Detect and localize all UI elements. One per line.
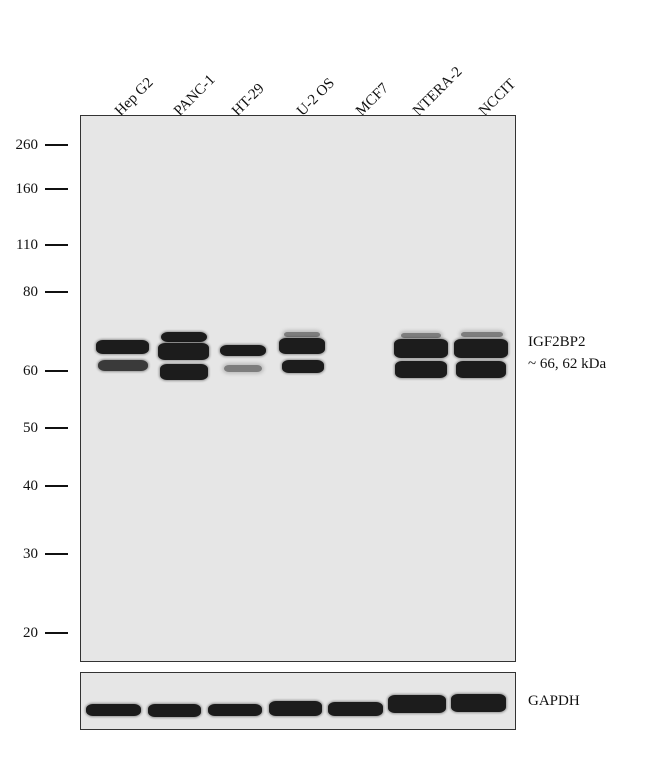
marker-40: 40 [0,478,70,494]
lane-label-u2os: U-2 OS [294,75,339,120]
marker-tick [45,188,68,190]
band-nccit-upper [454,339,508,358]
marker-tick [45,485,68,487]
marker-label: 40 [23,478,38,494]
marker-tick [45,553,68,555]
marker-label: 20 [23,625,38,641]
marker-20: 20 [0,625,70,641]
band-ht29-upper [220,345,266,356]
band-gapdh-mcf7 [328,702,383,716]
marker-80: 80 [0,284,70,300]
band-gapdh-nccit [451,694,506,712]
band-u2os-upper [279,338,325,354]
marker-label: 160 [15,181,39,197]
target-name-label: IGF2BP2 [528,334,586,350]
band-panc1-lower [160,364,208,380]
marker-260: 260 [0,137,70,153]
band-panc1-top [161,332,207,342]
band-gapdh-hepg2 [86,704,141,716]
lane-label-nccit: NCCIT [476,76,520,120]
marker-60: 60 [0,363,70,379]
band-gapdh-u2os [269,701,322,716]
band-hepg2-lower [98,360,148,371]
marker-tick [45,144,68,146]
marker-110: 110 [0,237,70,253]
marker-label: 80 [23,284,38,300]
band-gapdh-ht29 [208,704,262,716]
marker-30: 30 [0,546,70,562]
band-ht29-lower [224,365,262,372]
band-u2os-top [284,332,320,337]
lane-label-hepg2: Hep G2 [112,74,157,120]
band-gapdh-ntera2 [388,695,446,713]
band-panc1-upper [158,343,209,360]
marker-tick [45,370,68,372]
marker-tick [45,427,68,429]
lane-label-ntera2: NTERA-2 [410,63,466,120]
marker-tick [45,244,68,246]
band-ntera2-upper [394,339,448,358]
marker-tick [45,632,68,634]
band-nccit-top [461,332,503,337]
marker-label: 260 [15,137,39,153]
band-ntera2-top [401,333,441,338]
band-ntera2-lower [395,361,447,378]
marker-label: 110 [16,237,38,253]
marker-label: 60 [23,363,38,379]
marker-label: 30 [23,546,38,562]
marker-160: 160 [0,181,70,197]
loading-control-label: GAPDH [528,693,580,709]
marker-label: 50 [23,420,38,436]
band-gapdh-panc1 [148,704,201,717]
target-size-label: ~ 66, 62 kDa [528,356,607,372]
gapdh-blot-panel [80,672,516,730]
main-blot-panel [80,115,516,662]
band-u2os-lower [282,360,324,373]
marker-50: 50 [0,420,70,436]
band-hepg2-upper [96,340,149,354]
lane-label-panc1: PANC-1 [171,71,219,120]
marker-tick [45,291,68,293]
band-nccit-lower [456,361,506,378]
